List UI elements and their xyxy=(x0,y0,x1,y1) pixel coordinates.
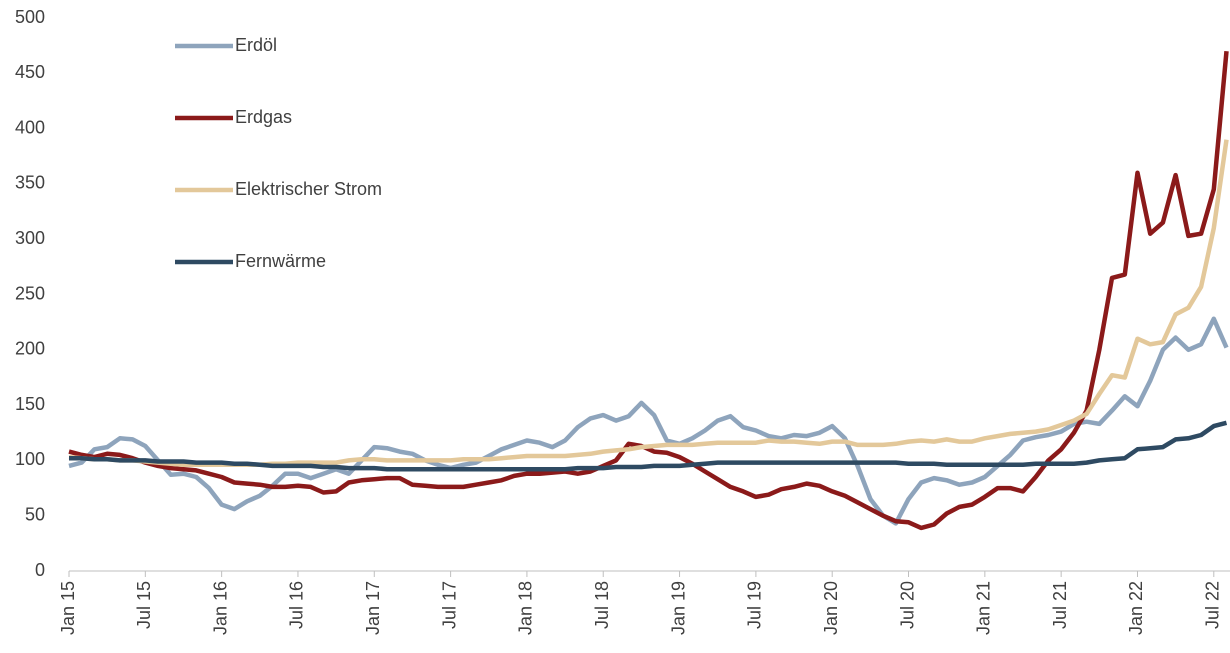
y-tick-label: 0 xyxy=(35,560,45,580)
x-tick-label: Jul 21 xyxy=(1050,581,1070,629)
x-tick-label: Jul 16 xyxy=(287,581,307,629)
x-tick-label: Jul 15 xyxy=(134,581,154,629)
y-tick-label: 200 xyxy=(15,339,45,359)
legend-label: Erdöl xyxy=(235,35,277,55)
y-tick-label: 300 xyxy=(15,228,45,248)
y-tick-label: 500 xyxy=(15,7,45,27)
x-tick-label: Jan 15 xyxy=(58,581,78,635)
y-tick-label: 350 xyxy=(15,173,45,193)
legend-label: Fernwärme xyxy=(235,251,326,271)
x-tick-label: Jan 21 xyxy=(974,581,994,635)
series-line xyxy=(69,420,1228,472)
y-tick-label: 100 xyxy=(15,449,45,469)
x-tick-label: Jan 19 xyxy=(668,581,688,635)
x-tick-label: Jan 18 xyxy=(516,581,536,635)
series-line xyxy=(68,316,1229,526)
y-tick-label: 50 xyxy=(25,504,45,524)
y-tick-label: 450 xyxy=(15,62,45,82)
x-tick-label: Jul 17 xyxy=(439,581,459,629)
x-tick-label: Jul 20 xyxy=(897,581,917,629)
y-tick-label: 250 xyxy=(15,283,45,303)
x-tick-label: Jul 22 xyxy=(1203,581,1223,629)
legend-label: Elektrischer Strom xyxy=(235,179,382,199)
legend-label: Erdgas xyxy=(235,107,292,127)
x-tick-label: Jan 16 xyxy=(210,581,230,635)
y-tick-label: 150 xyxy=(15,394,45,414)
x-tick-label: Jul 18 xyxy=(592,581,612,629)
y-tick-label: 400 xyxy=(15,117,45,137)
x-tick-label: Jul 19 xyxy=(745,581,765,629)
x-tick-label: Jan 22 xyxy=(1126,581,1146,635)
x-tick-label: Jan 17 xyxy=(363,581,383,635)
x-tick-label: Jan 20 xyxy=(821,581,841,635)
